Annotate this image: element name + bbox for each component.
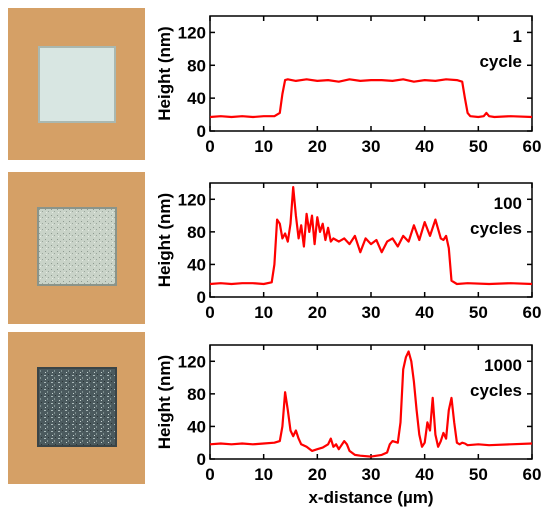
y-tick-label: 0 xyxy=(197,122,206,141)
cycle-annotation-line-2: cycle xyxy=(479,52,522,71)
y-tick-label: 40 xyxy=(187,255,206,274)
x-tick-label: 60 xyxy=(523,465,542,484)
y-tick-label: 120 xyxy=(178,352,206,371)
x-tick-label: 50 xyxy=(469,303,488,322)
micrograph-1-cycle xyxy=(8,8,145,160)
y-tick-label: 40 xyxy=(187,89,206,108)
y-tick-label: 40 xyxy=(187,417,206,436)
x-tick-label: 60 xyxy=(523,137,542,156)
cycle-annotation-line-1: 1 xyxy=(513,27,522,46)
x-tick-label: 20 xyxy=(308,465,327,484)
y-tick-label: 120 xyxy=(178,23,206,42)
cycle-annotation-line-1: 1000 xyxy=(484,356,522,375)
cycle-annotation-line-2: cycles xyxy=(470,219,522,238)
x-tick-label: 10 xyxy=(254,303,273,322)
y-tick-label: 80 xyxy=(187,56,206,75)
x-tick-label: 50 xyxy=(469,465,488,484)
plot-frame xyxy=(209,182,533,298)
y-tick-label: 120 xyxy=(178,190,206,209)
y-tick-label: 0 xyxy=(197,288,206,307)
x-tick-label: 60 xyxy=(523,303,542,322)
y-axis-label: Height (nm) xyxy=(155,355,174,449)
x-tick-label: 0 xyxy=(205,303,214,322)
x-tick-label: 40 xyxy=(415,465,434,484)
series-line-1 xyxy=(209,78,533,119)
x-tick-label: 30 xyxy=(362,465,381,484)
x-tick-label: 0 xyxy=(205,465,214,484)
series-line-1 xyxy=(209,186,533,286)
x-tick-label: 50 xyxy=(469,137,488,156)
cycle-annotation-line-1: 100 xyxy=(494,194,522,213)
series-line-1 xyxy=(209,350,533,458)
plot-frame xyxy=(209,15,533,132)
y-tick-label: 0 xyxy=(197,450,206,469)
x-tick-label: 10 xyxy=(254,137,273,156)
x-tick-label: 10 xyxy=(254,465,273,484)
y-tick-label: 80 xyxy=(187,385,206,404)
y-axis-label: Height (nm) xyxy=(155,193,174,287)
x-tick-label: 40 xyxy=(415,303,434,322)
micrograph-1000-cycles xyxy=(8,332,145,484)
x-tick-label: 30 xyxy=(362,303,381,322)
micrograph-100-cycles xyxy=(8,172,145,324)
y-tick-label: 80 xyxy=(187,223,206,242)
x-axis-label: x-distance (µm) xyxy=(308,488,433,507)
x-tick-label: 20 xyxy=(308,303,327,322)
y-axis-label: Height (nm) xyxy=(155,26,174,120)
x-tick-label: 30 xyxy=(362,137,381,156)
x-tick-label: 40 xyxy=(415,137,434,156)
cycle-annotation-line-2: cycles xyxy=(470,381,522,400)
x-tick-label: 0 xyxy=(205,137,214,156)
x-tick-label: 20 xyxy=(308,137,327,156)
